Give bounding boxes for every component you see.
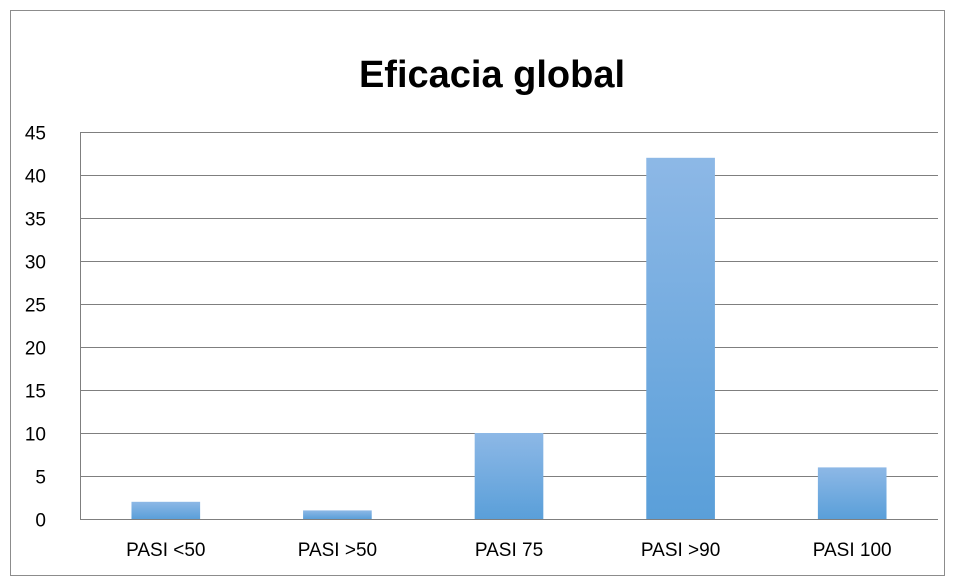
bar-pasi-50 [131,501,201,519]
bar-pasi-75 [474,433,544,519]
y-tick-label: 10 [25,425,46,446]
bar-pasi-100 [817,467,887,519]
x-category-label: PASI >90 [641,540,720,561]
y-tick-label: 40 [25,167,46,188]
y-tick-label: 20 [25,339,46,360]
gridlines [80,132,938,520]
x-category-label: PASI 75 [475,540,543,561]
bar-pasi-90 [646,157,715,520]
chart-title: Eficacia global [359,54,625,96]
y-tick-label: 45 [25,124,46,145]
x-category-label: PASI 100 [813,540,892,561]
x-category-label: PASI <50 [126,540,205,561]
x-category-label: PASI >50 [298,540,377,561]
y-tick-label: 25 [25,296,46,317]
y-tick-label: 30 [25,253,46,274]
bars [131,157,887,520]
y-tick-label: 15 [25,382,46,403]
y-tick-label: 5 [35,468,46,489]
y-tick-label: 0 [35,511,46,532]
x-axis-category-labels: PASI <50 PASI >50 PASI 75 PASI >90 PASI 100 [126,540,892,561]
y-axis-tick-labels: 0 5 10 15 20 25 30 35 40 45 [25,124,46,532]
y-tick-label: 35 [25,210,46,231]
bar-pasi-50 [303,510,372,519]
